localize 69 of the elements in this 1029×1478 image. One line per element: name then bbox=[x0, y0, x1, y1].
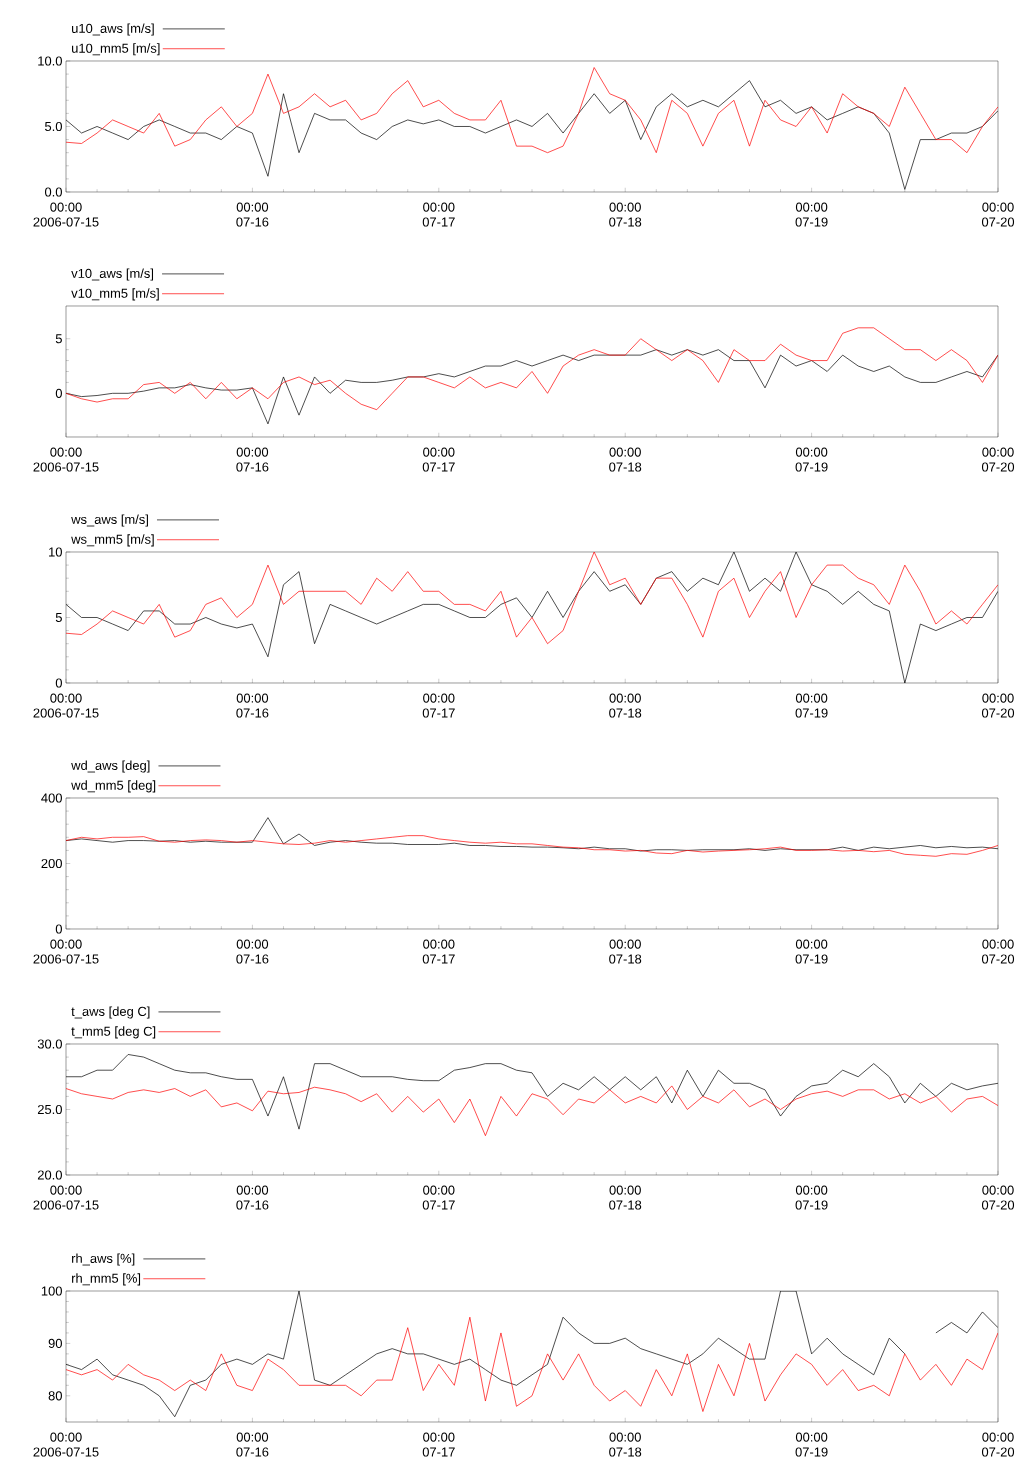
y-tick-label: 25.0 bbox=[37, 1104, 62, 1115]
y-tick-label: 400 bbox=[41, 793, 62, 803]
x-tick-label: 00:00 2006-07-15 bbox=[33, 693, 99, 718]
line-series bbox=[66, 1085, 999, 1137]
x-tick-label: 00:00 07-19 bbox=[795, 202, 828, 227]
y-tick-label: 0.0 bbox=[44, 187, 62, 197]
legend-label: rh_aws [%] bbox=[72, 1253, 135, 1266]
x-tick-label: 00:00 07-18 bbox=[609, 939, 642, 964]
x-tick-label: 00:00 07-20 bbox=[981, 202, 1015, 227]
x-tick-label: 00:00 07-16 bbox=[236, 1185, 269, 1210]
legend-label: t_aws [deg C] bbox=[71, 1006, 150, 1019]
x-tick-label: 00:00 07-16 bbox=[236, 939, 269, 964]
x-tick-label: 00:00 07-17 bbox=[422, 447, 455, 472]
y-tick-label: 5 bbox=[55, 612, 62, 623]
y-tick-label: 0 bbox=[55, 678, 62, 688]
x-tick-label: 00:00 07-18 bbox=[609, 693, 642, 718]
x-tick-label: 00:00 07-18 bbox=[609, 202, 642, 227]
x-tick-label: 00:00 07-17 bbox=[422, 1185, 455, 1210]
x-tick-label: 00:00 07-20 bbox=[981, 447, 1015, 472]
x-tick-label: 00:00 07-19 bbox=[795, 1185, 828, 1210]
legend-label: v10_aws [m/s] bbox=[71, 268, 154, 281]
x-tick-label: 00:00 2006-07-15 bbox=[33, 202, 99, 227]
legend-label: rh_mm5 [%] bbox=[72, 1273, 141, 1286]
y-tick-label: 5 bbox=[55, 334, 62, 344]
x-tick-label: 00:00 07-18 bbox=[609, 1185, 642, 1210]
x-tick-label: 00:00 07-17 bbox=[422, 202, 455, 227]
x-tick-label: 00:00 07-18 bbox=[609, 447, 642, 472]
y-tick-label: 5.0 bbox=[44, 121, 62, 132]
x-tick-label: 00:00 07-17 bbox=[422, 1432, 455, 1457]
line-series bbox=[66, 835, 999, 857]
legend-label: t_mm5 [deg C] bbox=[71, 1026, 156, 1039]
legend-label: v10_mm5 [m/s] bbox=[71, 288, 159, 301]
legend-label: u10_mm5 [m/s] bbox=[72, 43, 160, 56]
x-tick-label: 00:00 07-20 bbox=[981, 1432, 1015, 1457]
y-tick-label: 100 bbox=[41, 1286, 62, 1296]
x-tick-label: 00:00 07-16 bbox=[236, 693, 269, 718]
x-tick-label: 00:00 2006-07-15 bbox=[33, 1185, 99, 1210]
y-tick-label: 10 bbox=[49, 547, 62, 557]
legend-label: ws_aws [m/s] bbox=[71, 514, 148, 527]
x-tick-label: 00:00 2006-07-15 bbox=[33, 939, 99, 964]
line-series bbox=[66, 67, 999, 154]
legend-label: wd_mm5 [deg] bbox=[71, 780, 156, 793]
y-tick-label: 10.0 bbox=[38, 56, 62, 66]
x-tick-label: 00:00 07-17 bbox=[422, 939, 455, 964]
y-tick-label: 30.0 bbox=[37, 1039, 62, 1049]
y-tick-label: 0 bbox=[55, 924, 62, 934]
legend-label: wd_aws [deg] bbox=[71, 760, 150, 773]
y-tick-label: 200 bbox=[41, 858, 62, 869]
legend-label: ws_mm5 [m/s] bbox=[71, 534, 154, 547]
x-tick-label: 00:00 07-16 bbox=[236, 447, 269, 472]
line-series bbox=[66, 551, 999, 683]
x-tick-label: 00:00 07-17 bbox=[422, 693, 455, 718]
y-tick-label: 90 bbox=[48, 1338, 62, 1348]
legend-label: u10_aws [m/s] bbox=[72, 23, 154, 36]
x-tick-label: 00:00 07-20 bbox=[981, 939, 1015, 964]
x-tick-label: 00:00 07-19 bbox=[795, 939, 828, 964]
x-tick-label: 00:00 2006-07-15 bbox=[33, 1432, 99, 1457]
x-tick-label: 00:00 07-19 bbox=[795, 447, 828, 472]
x-tick-label: 00:00 07-19 bbox=[795, 1432, 828, 1457]
x-tick-label: 00:00 07-16 bbox=[236, 202, 269, 227]
x-tick-label: 00:00 07-18 bbox=[609, 1432, 642, 1457]
y-tick-label: 0 bbox=[55, 388, 62, 398]
x-tick-label: 00:00 07-16 bbox=[236, 1432, 269, 1457]
x-tick-label: 00:00 2006-07-15 bbox=[33, 447, 99, 472]
x-tick-label: 00:00 07-19 bbox=[795, 693, 828, 718]
x-tick-label: 00:00 07-20 bbox=[981, 1185, 1015, 1210]
y-tick-label: 20.0 bbox=[37, 1170, 62, 1180]
y-tick-label: 80 bbox=[48, 1391, 62, 1401]
x-tick-label: 00:00 07-20 bbox=[981, 693, 1015, 718]
